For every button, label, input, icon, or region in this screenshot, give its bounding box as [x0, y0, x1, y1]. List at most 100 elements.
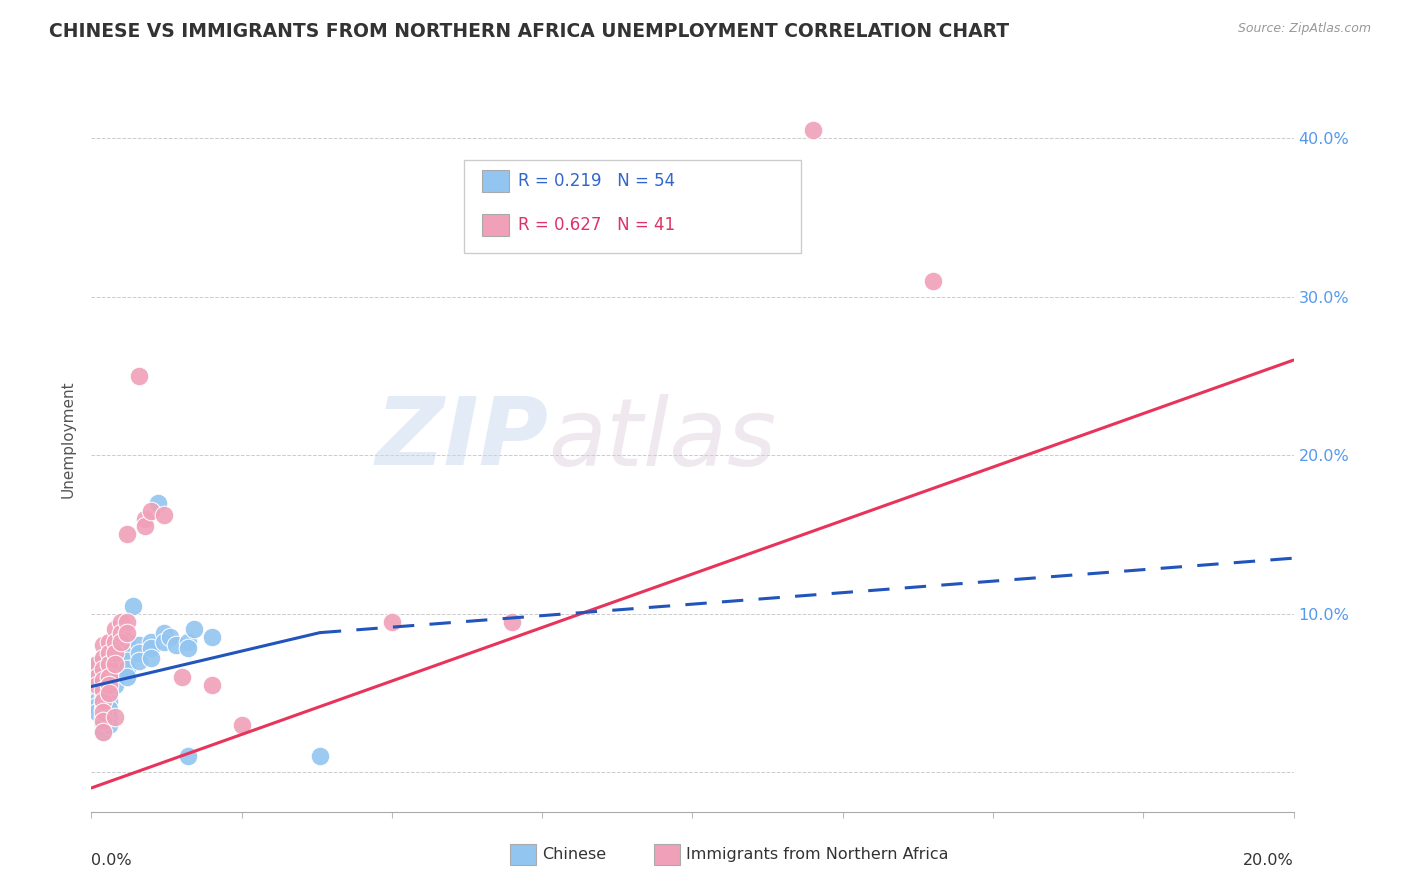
- Text: R = 0.627   N = 41: R = 0.627 N = 41: [519, 216, 675, 234]
- Point: [93, 651, 115, 665]
- Text: 0.0%: 0.0%: [91, 853, 132, 868]
- Point: [128, 646, 150, 660]
- Y-axis label: Unemployment: Unemployment: [60, 381, 76, 498]
- Point: [93, 682, 115, 697]
- Point: [152, 635, 174, 649]
- Point: [98, 635, 121, 649]
- Point: [93, 714, 115, 729]
- Point: [117, 646, 139, 660]
- Point: [98, 678, 121, 692]
- Point: [86, 678, 108, 692]
- Point: [86, 657, 108, 672]
- Point: [98, 678, 121, 692]
- Point: [93, 694, 115, 708]
- Point: [86, 705, 108, 719]
- Point: [104, 657, 127, 672]
- Point: [104, 623, 127, 637]
- Point: [98, 670, 121, 684]
- Point: [98, 646, 121, 660]
- Point: [93, 673, 115, 688]
- Bar: [654, 845, 681, 865]
- Point: [93, 673, 115, 688]
- Point: [128, 654, 150, 668]
- Point: [86, 689, 108, 703]
- Point: [117, 625, 139, 640]
- FancyBboxPatch shape: [464, 160, 800, 253]
- Bar: [510, 845, 536, 865]
- Point: [170, 670, 193, 684]
- Point: [98, 694, 121, 708]
- Text: CHINESE VS IMMIGRANTS FROM NORTHERN AFRICA UNEMPLOYMENT CORRELATION CHART: CHINESE VS IMMIGRANTS FROM NORTHERN AFRI…: [49, 22, 1010, 41]
- Point: [86, 678, 108, 692]
- Point: [98, 709, 121, 723]
- Point: [176, 749, 198, 764]
- Point: [381, 615, 404, 629]
- Point: [201, 678, 224, 692]
- Point: [141, 651, 163, 665]
- Point: [128, 638, 150, 652]
- Point: [98, 702, 121, 716]
- Point: [86, 670, 108, 684]
- Point: [117, 635, 139, 649]
- Point: [152, 625, 174, 640]
- Point: [134, 511, 156, 525]
- Point: [308, 749, 330, 764]
- Point: [98, 686, 121, 700]
- Point: [86, 694, 108, 708]
- Point: [93, 695, 115, 709]
- Point: [141, 503, 163, 517]
- Point: [98, 717, 121, 731]
- Point: [165, 638, 187, 652]
- Point: [104, 709, 127, 723]
- Point: [104, 657, 127, 672]
- Point: [152, 508, 174, 523]
- Point: [176, 641, 198, 656]
- Point: [104, 646, 127, 660]
- Point: [134, 519, 156, 533]
- Point: [93, 725, 115, 739]
- Point: [93, 662, 115, 676]
- Point: [93, 638, 115, 652]
- Point: [98, 686, 121, 700]
- Point: [201, 631, 224, 645]
- Point: [128, 368, 150, 383]
- Point: [501, 615, 523, 629]
- Point: [98, 651, 121, 665]
- Point: [86, 686, 108, 700]
- Point: [93, 651, 115, 665]
- Point: [93, 725, 115, 739]
- Point: [93, 689, 115, 703]
- Point: [146, 496, 169, 510]
- Point: [98, 662, 121, 676]
- Point: [86, 698, 108, 713]
- Point: [86, 670, 108, 684]
- Text: Chinese: Chinese: [543, 847, 606, 863]
- Text: 20.0%: 20.0%: [1243, 853, 1294, 868]
- Point: [122, 599, 145, 613]
- Point: [104, 678, 127, 692]
- Point: [141, 641, 163, 656]
- Text: Source: ZipAtlas.com: Source: ZipAtlas.com: [1237, 22, 1371, 36]
- Point: [159, 631, 181, 645]
- Text: atlas: atlas: [548, 393, 776, 485]
- Point: [86, 657, 108, 672]
- Text: ZIP: ZIP: [375, 393, 548, 485]
- Point: [93, 682, 115, 697]
- Point: [117, 654, 139, 668]
- Text: R = 0.219   N = 54: R = 0.219 N = 54: [519, 172, 675, 190]
- Point: [801, 123, 824, 137]
- Point: [98, 657, 121, 672]
- Point: [183, 623, 205, 637]
- Point: [117, 615, 139, 629]
- Point: [104, 635, 127, 649]
- Point: [104, 646, 127, 660]
- Bar: [482, 213, 509, 236]
- Point: [117, 527, 139, 541]
- Point: [98, 670, 121, 684]
- Point: [176, 635, 198, 649]
- Point: [104, 666, 127, 681]
- Point: [93, 705, 115, 719]
- Bar: [482, 169, 509, 192]
- Point: [93, 717, 115, 731]
- Point: [117, 662, 139, 676]
